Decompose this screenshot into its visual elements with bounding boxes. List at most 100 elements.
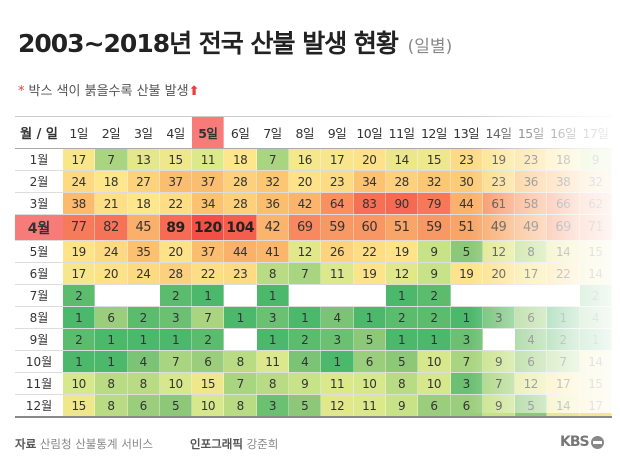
heatmap-cell: 59	[418, 215, 451, 240]
heatmap-cell: 35	[127, 241, 160, 262]
column-header: 13일	[451, 117, 483, 148]
heatmap-cell: 24	[63, 171, 96, 192]
credit-text: 강준희	[246, 437, 279, 451]
column-header: 16일	[547, 117, 580, 148]
heatmap-cell	[354, 285, 386, 306]
corner-label: 월 / 일	[20, 127, 58, 142]
heatmap-cell: 1	[547, 307, 580, 328]
kbs-logo-icon	[590, 435, 604, 449]
table-row: 10월 1 1 4 7 6 8 11 4 1 6 5 10 7 9 6 7 14	[15, 351, 613, 373]
heatmap-cell: 19	[482, 149, 516, 170]
heatmap-cell: 1	[159, 329, 193, 350]
heatmap-cell: 28	[224, 193, 257, 214]
heatmap-cell: 10	[418, 351, 451, 372]
heatmap-cell: 9	[482, 395, 516, 416]
heatmap-cell: 1	[127, 329, 160, 350]
row-label: 10월	[25, 355, 53, 369]
heatmap-cell: 1	[63, 351, 96, 372]
heatmap-cell: 28	[159, 263, 193, 284]
table-row: 1월 17 7 13 15 11 18 7 16 17 20 14 15 23 19 23 18 9	[15, 149, 613, 171]
column-header: 14일	[483, 117, 516, 148]
heatmap-cell: 2	[192, 329, 225, 350]
heatmap-cell: 6	[515, 307, 548, 328]
heatmap-cell: 66	[547, 193, 580, 214]
heatmap-cell: 23	[224, 263, 257, 284]
heatmap-cell	[289, 285, 322, 306]
column-header: 3일	[128, 117, 160, 148]
heatmap-cell: 7	[256, 149, 290, 170]
row-label: 6월	[29, 267, 49, 281]
heatmap-cell: 9	[385, 395, 419, 416]
heatmap-cell: 77	[63, 215, 96, 240]
heatmap-cell: 1	[353, 307, 386, 328]
column-header: 6일	[224, 117, 257, 148]
heatmap-cell: 17	[547, 373, 580, 394]
heatmap-cell: 1	[289, 307, 322, 328]
heatmap-cell: 9	[289, 373, 322, 394]
heatmap-cell: 22	[353, 241, 386, 262]
heatmap-cell: 2	[289, 329, 322, 350]
heatmap-cell: 5	[289, 395, 322, 416]
heatmap-cell: 3	[321, 329, 354, 350]
heatmap-cell: 16	[289, 149, 322, 170]
heatmap-cell: 41	[256, 241, 290, 262]
heatmap-cell: 24	[95, 241, 128, 262]
heatmap-cell: 17	[321, 149, 354, 170]
heatmap-cell: 19	[385, 241, 419, 262]
heatmap-cell: 3	[482, 307, 516, 328]
heatmap-cell: 2	[159, 285, 193, 306]
heatmap-cell: 17	[63, 263, 96, 284]
heatmap-cell: 8	[385, 373, 419, 394]
heatmap-cell: 11	[192, 149, 225, 170]
heatmap-cell: 10	[192, 395, 225, 416]
row-label: 11월	[25, 377, 53, 391]
heatmap-cell: 8	[256, 373, 290, 394]
heatmap-cell: 60	[353, 215, 386, 240]
row-label: 8월	[29, 311, 49, 325]
heatmap-cell: 34	[353, 171, 386, 192]
column-header: 4일	[160, 117, 193, 148]
heatmap-cell: 5	[515, 395, 548, 416]
heatmap-cell: 5	[159, 395, 193, 416]
heatmap-cell: 18	[95, 171, 128, 192]
heatmap-cell: 38	[63, 193, 96, 214]
heatmap-cell: 14	[579, 351, 613, 372]
heatmap-cell: 11	[321, 263, 354, 284]
heatmap-cell: 38	[547, 171, 580, 192]
heatmap-cell	[483, 329, 516, 350]
heatmap-cell: 51	[450, 215, 483, 240]
column-header: 9일	[321, 117, 354, 148]
heatmap-cell: 23	[321, 171, 354, 192]
heatmap-cell: 36	[256, 193, 290, 214]
heatmap-cell: 9	[482, 351, 516, 372]
heatmap-cell: 15	[63, 395, 96, 416]
heatmap-cell: 22	[547, 263, 580, 284]
table-row: 3월 38 21 18 22 34 28 36 42 64 83 90 79 44 61 58 66 62	[15, 193, 613, 215]
heatmap-cell: 42	[289, 193, 322, 214]
heatmap-cell: 37	[192, 171, 225, 192]
heatmap-cell: 1	[579, 329, 613, 350]
heatmap-cell: 49	[482, 215, 516, 240]
heatmap-cell: 14	[547, 241, 580, 262]
title-text: 2003~2018년 전국 산불 발생 현황	[18, 29, 399, 58]
heatmap-cell	[321, 285, 354, 306]
heatmap-cell: 10	[63, 373, 96, 394]
row-label: 5월	[29, 245, 49, 259]
heatmap-cell: 30	[450, 171, 483, 192]
credit-label: 인포그래픽	[190, 437, 243, 451]
heatmap-cell: 2	[127, 307, 160, 328]
heatmap-cell: 59	[321, 215, 354, 240]
heatmap-cell: 104	[224, 215, 257, 240]
heatmap-cell: 17	[515, 263, 548, 284]
legend-note: * 박스 색이 붉을수록 산불 발생⬆	[18, 80, 199, 99]
column-header: 12일	[418, 117, 451, 148]
heatmap-cell: 11	[353, 395, 386, 416]
heatmap-cell: 3	[159, 307, 193, 328]
row-label: 3월	[29, 197, 49, 211]
heatmap-cell: 14	[579, 263, 613, 284]
heatmap-cell: 11	[256, 351, 290, 372]
heatmap-cell: 6	[127, 395, 160, 416]
heatmap-cell	[451, 285, 483, 306]
heatmap-cell: 24	[127, 263, 160, 284]
column-header: 10일	[354, 117, 386, 148]
